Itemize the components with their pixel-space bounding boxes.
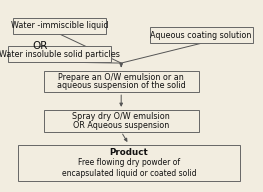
FancyBboxPatch shape <box>8 46 111 62</box>
FancyBboxPatch shape <box>44 71 199 92</box>
FancyBboxPatch shape <box>150 27 253 43</box>
Text: aqueous suspension of the solid: aqueous suspension of the solid <box>57 81 186 90</box>
FancyBboxPatch shape <box>18 145 240 181</box>
Text: OR: OR <box>32 41 48 51</box>
Text: Free flowing dry powder of: Free flowing dry powder of <box>78 158 180 167</box>
Text: encapsulated liquid or coated solid: encapsulated liquid or coated solid <box>62 169 196 178</box>
FancyBboxPatch shape <box>13 18 106 34</box>
Text: Water -immiscible liquid: Water -immiscible liquid <box>11 22 108 30</box>
Text: Product: Product <box>110 148 148 157</box>
Text: Prepare an O/W emulsion or an: Prepare an O/W emulsion or an <box>58 73 184 82</box>
FancyBboxPatch shape <box>44 110 199 132</box>
Text: Water insoluble solid particles: Water insoluble solid particles <box>0 50 120 59</box>
Text: Spray dry O/W emulsion: Spray dry O/W emulsion <box>72 112 170 121</box>
Text: OR Aqueous suspension: OR Aqueous suspension <box>73 121 169 130</box>
Text: Aqueous coating solution: Aqueous coating solution <box>150 31 252 40</box>
